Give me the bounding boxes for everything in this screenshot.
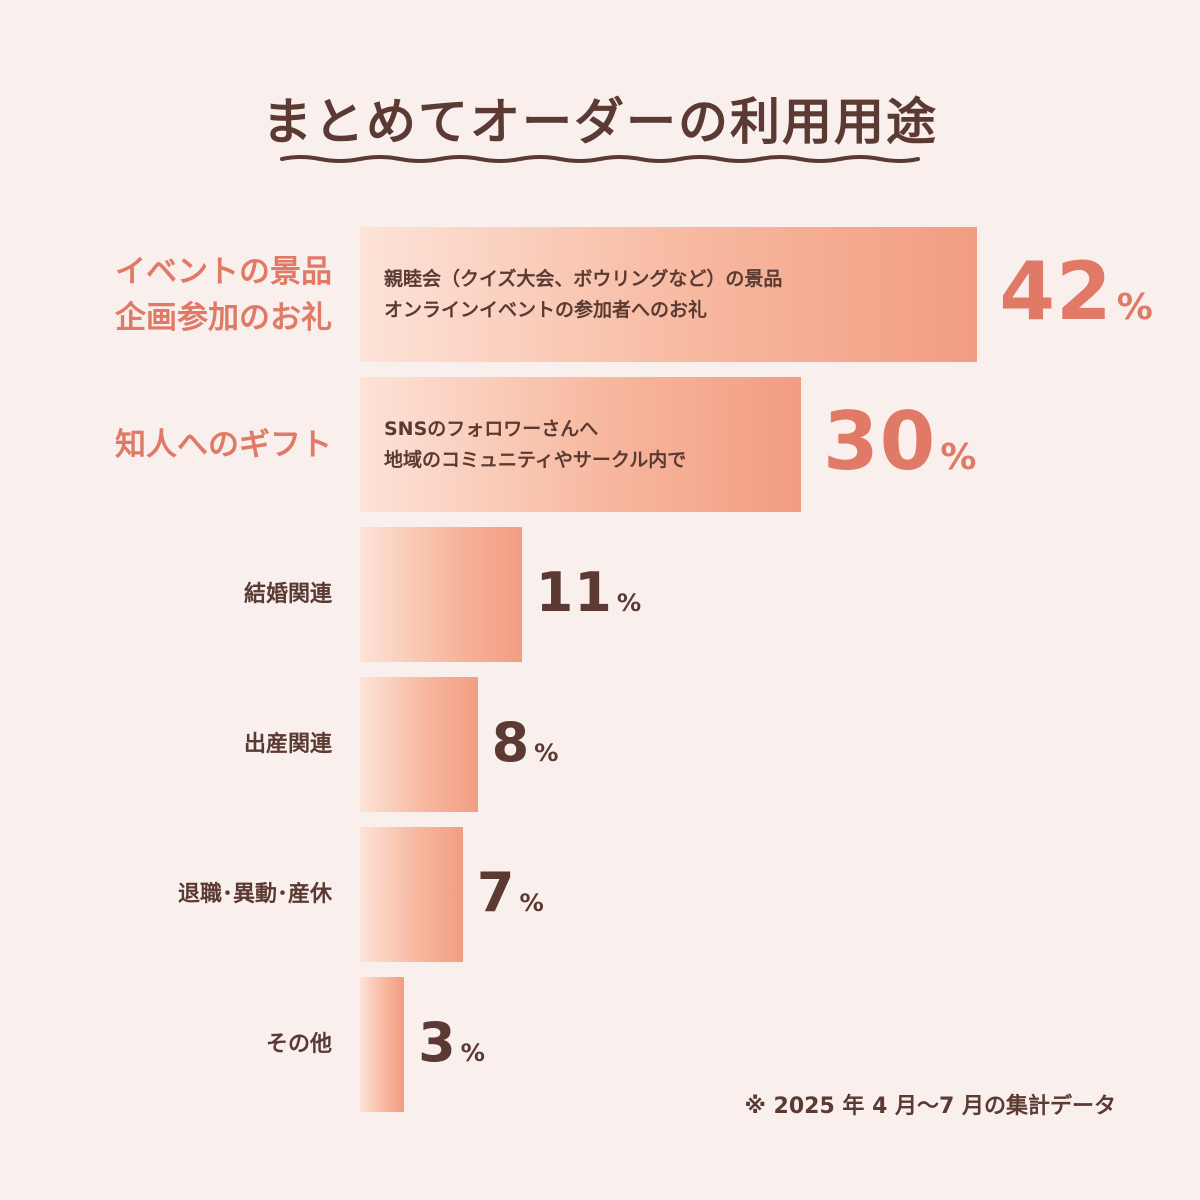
- chart-title: まとめてオーダーの利用用途: [262, 93, 938, 151]
- category-label: 知人へのギフト: [115, 426, 332, 463]
- value-unit: %: [940, 436, 977, 478]
- bar: [360, 827, 463, 962]
- footnote: ※ 2025 年 4 月〜7 月の集計データ: [744, 1094, 1116, 1119]
- category-label: その他: [265, 1031, 332, 1057]
- value-unit: %: [616, 588, 642, 618]
- value-label: 30%: [823, 395, 976, 488]
- value-number: 8: [491, 711, 531, 775]
- bar: [360, 977, 405, 1112]
- bar-description: SNSのフォロワーさんへ 地域のコミュニティやサークル内で: [384, 417, 687, 471]
- value-label: 42%: [999, 245, 1152, 338]
- bar-description: 親睦会（クイズ大会、ボウリングなど）の景品 オンラインイベントの参加者へのお礼: [384, 267, 783, 321]
- value-unit: %: [519, 888, 544, 918]
- category-label: 結婚関連: [243, 581, 332, 607]
- category-label: 出産関連: [243, 731, 332, 757]
- value-number: 30: [823, 394, 937, 488]
- value-unit: %: [534, 738, 559, 768]
- value-label: 8%: [492, 711, 559, 774]
- value-number: 7: [476, 861, 516, 925]
- value-label: 7%: [477, 861, 544, 924]
- bar: [360, 227, 978, 362]
- value-number: 3: [418, 1011, 457, 1075]
- category-label: イベントの景品 企画参加のお礼: [115, 253, 332, 336]
- value-unit: %: [460, 1038, 486, 1068]
- value-label: 11%: [536, 561, 642, 624]
- value-number: 42: [999, 244, 1113, 338]
- title-underline: [280, 155, 920, 163]
- value-label: 3%: [418, 1011, 485, 1074]
- bar: [360, 677, 478, 812]
- bar: [360, 377, 801, 512]
- bar: [360, 527, 522, 662]
- category-label: 退職･異動･産休: [177, 881, 332, 907]
- value-unit: %: [1116, 286, 1153, 328]
- value-number: 11: [535, 561, 613, 625]
